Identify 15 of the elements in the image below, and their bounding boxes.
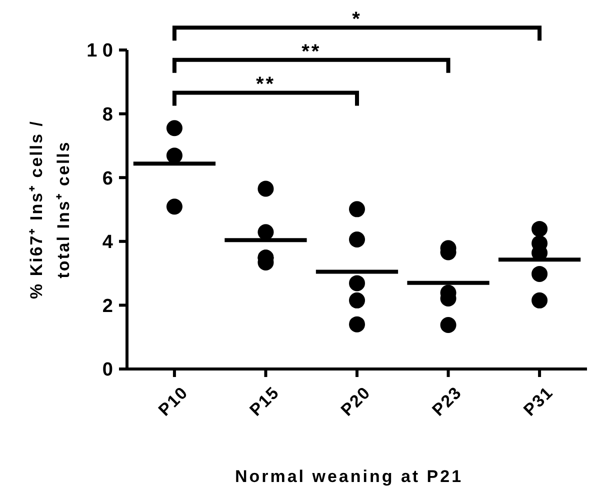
y-tick-label: 2 bbox=[102, 296, 113, 317]
y-tick-label: 1 0 bbox=[86, 40, 113, 62]
annotation: ** bbox=[302, 40, 322, 63]
x-axis-title: Normal weaning at P21 bbox=[234, 467, 464, 486]
x-tick-label: P10 bbox=[154, 382, 192, 420]
y-tick-label: 4 bbox=[102, 232, 114, 254]
x-tick-label: P23 bbox=[428, 382, 466, 420]
text: * bbox=[352, 8, 362, 31]
x-tick-label: P31 bbox=[520, 382, 557, 420]
y-tick-label: 6 bbox=[102, 168, 113, 190]
y-tick-label: 0 bbox=[102, 360, 113, 381]
annotation: ** bbox=[256, 74, 276, 96]
y-axis-title: % Ki67⁺ Ins⁺ cells / total Ins⁺ cells bbox=[27, 120, 73, 300]
y-tick-label: 8 bbox=[102, 104, 113, 126]
x-tick-label: P20 bbox=[337, 382, 374, 420]
